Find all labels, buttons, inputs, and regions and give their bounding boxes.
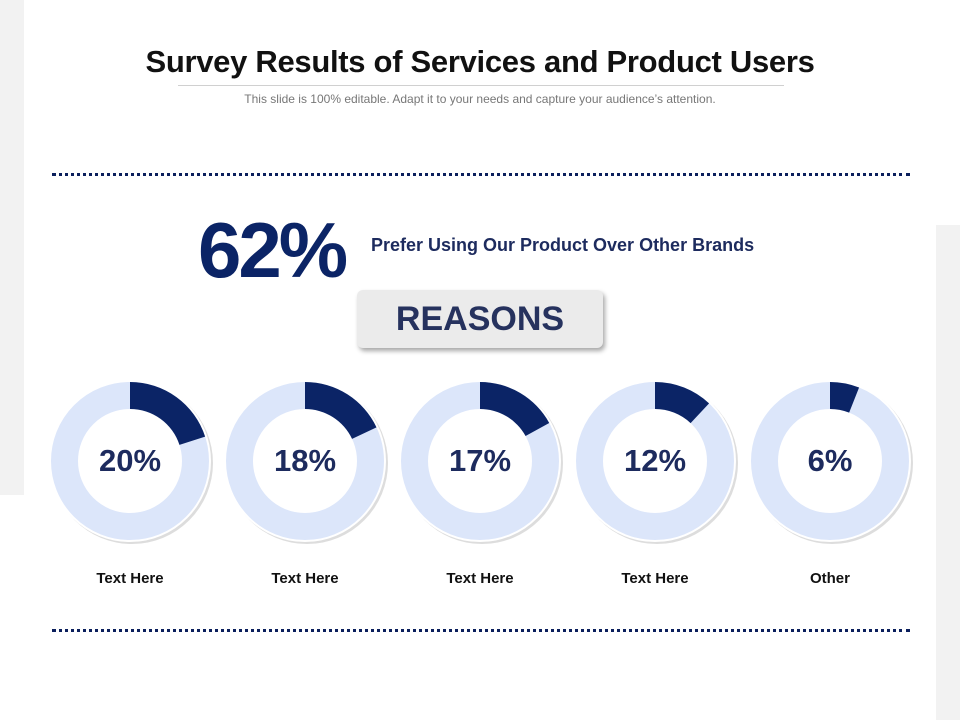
donut-value-label: 20% (98, 443, 162, 478)
title-divider (178, 85, 784, 86)
donut-segment (830, 382, 860, 413)
donut-value-label: 6% (807, 443, 853, 478)
donut-chart: 6% (747, 378, 913, 544)
donut-value-label: 17% (448, 443, 512, 478)
headline-text: Prefer Using Our Product Over Other Bran… (371, 235, 755, 255)
donut-chart: 17% (397, 378, 563, 544)
reasons-banner: REASONS (357, 290, 603, 348)
right-gray-bar (936, 225, 960, 720)
bottom-dotted-divider (52, 629, 910, 632)
donut-chart: 18% (222, 378, 388, 544)
left-gray-bar (0, 0, 24, 495)
donut-chart: 12% (572, 378, 738, 544)
donut-segment (655, 382, 710, 424)
category-label: Other (809, 570, 850, 587)
donut-segment (305, 382, 377, 439)
donut-segment (130, 382, 206, 445)
donut-value-label: 18% (273, 443, 337, 478)
page-title: Survey Results of Services and Product U… (145, 44, 815, 79)
category-label: Text Here (271, 570, 339, 587)
donut-value-label: 12% (623, 443, 687, 478)
top-dotted-divider (52, 173, 910, 176)
category-label: Text Here (621, 570, 689, 587)
category-label: Text Here (446, 570, 514, 587)
donut-chart: 20% (47, 378, 213, 544)
subtitle: This slide is 100% editable. Adapt it to… (244, 92, 716, 106)
headline-value: 62% (198, 206, 348, 294)
category-label: Text Here (96, 570, 164, 587)
donut-segment (480, 382, 550, 436)
